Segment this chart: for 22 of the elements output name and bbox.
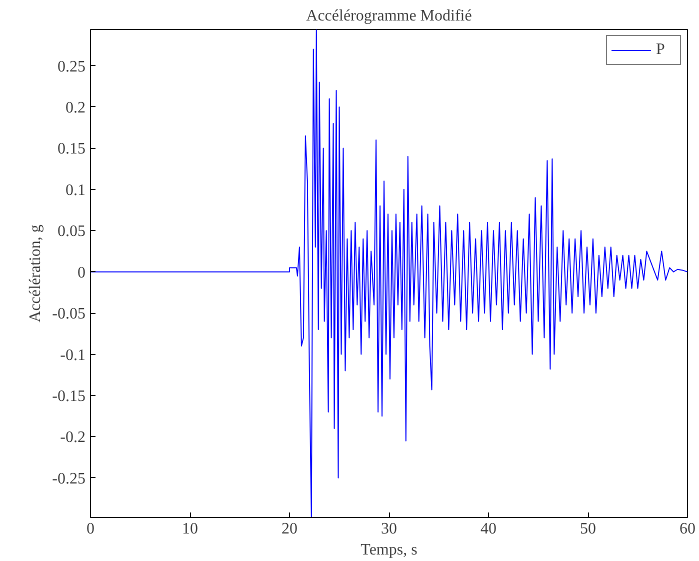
x-axis-title: Temps, s: [360, 542, 418, 558]
line-series: [90, 30, 688, 518]
x-tick-label: 50: [580, 520, 596, 538]
y-tick-label: 0.2: [66, 99, 86, 116]
x-tick-label: 60: [680, 520, 696, 538]
y-tick-label: -0.1: [60, 346, 86, 364]
x-tick-label: 30: [381, 520, 397, 538]
y-tick-label: -0.25: [52, 470, 86, 488]
chart-title: Accélérogramme Modifié: [306, 8, 472, 24]
y-tick-label: -0.2: [60, 429, 86, 446]
y-tick-label: 0.1: [66, 182, 86, 199]
legend-label: P: [656, 41, 666, 59]
y-tick-label: -0.15: [52, 388, 86, 405]
x-tick-label: 20: [282, 520, 298, 538]
y-tick-label: -0.05: [52, 306, 86, 323]
y-axis-title: Accélération, g: [27, 224, 44, 322]
y-tick-label: 0.25: [58, 58, 86, 76]
y-tick-label: 0.15: [58, 140, 86, 158]
y-tick-label: 0.05: [58, 223, 86, 240]
y-tick-label: 0: [78, 264, 86, 282]
x-tick-label: 40: [480, 520, 496, 538]
x-tick-label: 10: [182, 520, 198, 538]
